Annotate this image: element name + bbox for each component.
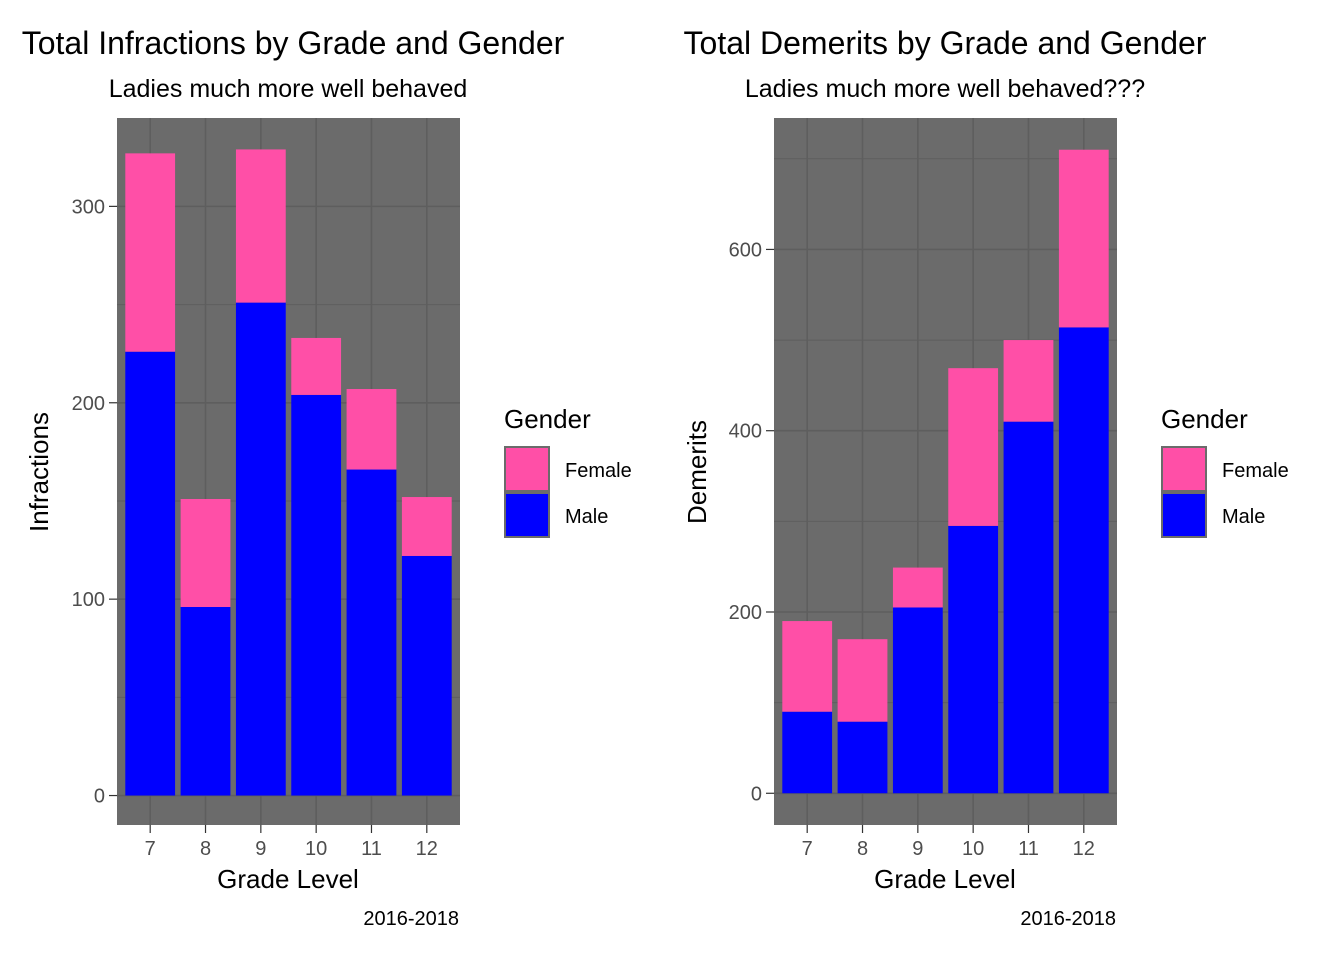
legend-label-male: Male bbox=[565, 506, 608, 528]
x-tick-label: 11 bbox=[361, 838, 382, 860]
legend-title: Gender bbox=[1161, 404, 1248, 434]
x-tick-label: 12 bbox=[1073, 838, 1095, 860]
plot-panel: 0 200 400 600 7 8 9 10 11 12 bbox=[729, 118, 1117, 860]
x-tick-label: 11 bbox=[1018, 838, 1039, 860]
chart-title: Total Demerits by Grade and Gender bbox=[684, 25, 1207, 61]
x-tick-label: 8 bbox=[200, 838, 211, 860]
chart-title: Total Infractions by Grade and Gender bbox=[22, 25, 565, 61]
y-tick-label: 100 bbox=[72, 589, 105, 611]
y-tick-label: 0 bbox=[751, 783, 762, 805]
legend-swatch-male bbox=[1161, 492, 1207, 538]
bar-male-grade-9 bbox=[235, 302, 286, 796]
x-axis-title: Grade Level bbox=[874, 864, 1016, 894]
x-tick-label: 7 bbox=[145, 838, 156, 860]
bar-male-grade-7 bbox=[782, 711, 833, 794]
bar-female-grade-12 bbox=[1058, 149, 1109, 328]
x-tick-label: 8 bbox=[857, 838, 868, 860]
bar-female-grade-7 bbox=[782, 621, 833, 712]
x-tick-label: 9 bbox=[912, 838, 923, 860]
bar-female-grade-11 bbox=[346, 389, 397, 470]
bar-female-grade-9 bbox=[892, 567, 943, 608]
legend-label-male: Male bbox=[1222, 506, 1265, 528]
y-tick-label: 200 bbox=[72, 393, 105, 415]
legend-swatch-female bbox=[504, 446, 550, 492]
chart-caption: 2016-2018 bbox=[363, 908, 459, 930]
bar-male-grade-8 bbox=[180, 607, 231, 796]
x-tick-label: 10 bbox=[962, 838, 984, 860]
x-axis-title: Grade Level bbox=[217, 864, 359, 894]
chart-subtitle: Ladies much more well behaved??? bbox=[745, 75, 1145, 103]
legend-swatch-female bbox=[1161, 446, 1207, 492]
bar-male-grade-10 bbox=[948, 525, 999, 794]
y-tick-label: 300 bbox=[72, 196, 105, 218]
bar-male-grade-10 bbox=[291, 394, 342, 796]
y-tick-label: 0 bbox=[94, 786, 105, 808]
y-tick-label: 200 bbox=[729, 602, 762, 624]
bar-female-grade-10 bbox=[948, 368, 999, 526]
plot-panel: 0 100 200 300 7 8 9 10 11 12 bbox=[72, 118, 460, 860]
legend: Gender Female Male bbox=[504, 404, 632, 538]
bar-male-grade-12 bbox=[401, 555, 452, 796]
bar-male-grade-7 bbox=[125, 351, 176, 796]
y-tick-label: 400 bbox=[729, 421, 762, 443]
bar-female-grade-8 bbox=[180, 498, 231, 608]
bar-female-grade-10 bbox=[291, 337, 342, 395]
bar-male-grade-9 bbox=[892, 607, 943, 794]
y-axis-title: Infractions bbox=[24, 412, 54, 532]
legend: Gender Female Male bbox=[1161, 404, 1289, 538]
chart-caption: 2016-2018 bbox=[1020, 908, 1116, 930]
x-tick-label: 9 bbox=[255, 838, 266, 860]
bar-male-grade-12 bbox=[1058, 327, 1109, 794]
legend-label-female: Female bbox=[565, 460, 632, 482]
bar-female-grade-12 bbox=[401, 497, 452, 556]
bar-male-grade-11 bbox=[346, 469, 397, 796]
x-tick-label: 10 bbox=[305, 838, 327, 860]
x-tick-label: 12 bbox=[416, 838, 438, 860]
chart-demerits: Total Demerits by Grade and Gender Ladie… bbox=[682, 25, 1289, 930]
bar-female-grade-9 bbox=[235, 149, 286, 303]
bar-female-grade-7 bbox=[125, 153, 176, 352]
legend-swatch-male bbox=[504, 492, 550, 538]
bar-male-grade-11 bbox=[1003, 421, 1054, 794]
y-axis-title: Demerits bbox=[682, 420, 712, 524]
bar-male-grade-8 bbox=[837, 721, 888, 794]
legend-label-female: Female bbox=[1222, 460, 1289, 482]
x-tick-label: 7 bbox=[802, 838, 813, 860]
bar-female-grade-11 bbox=[1003, 340, 1054, 422]
chart-infractions: Total Infractions by Grade and Gender La… bbox=[22, 25, 632, 930]
y-tick-label: 600 bbox=[729, 239, 762, 261]
chart-subtitle: Ladies much more well behaved bbox=[109, 75, 468, 103]
bar-female-grade-8 bbox=[837, 639, 888, 722]
legend-title: Gender bbox=[504, 404, 591, 434]
